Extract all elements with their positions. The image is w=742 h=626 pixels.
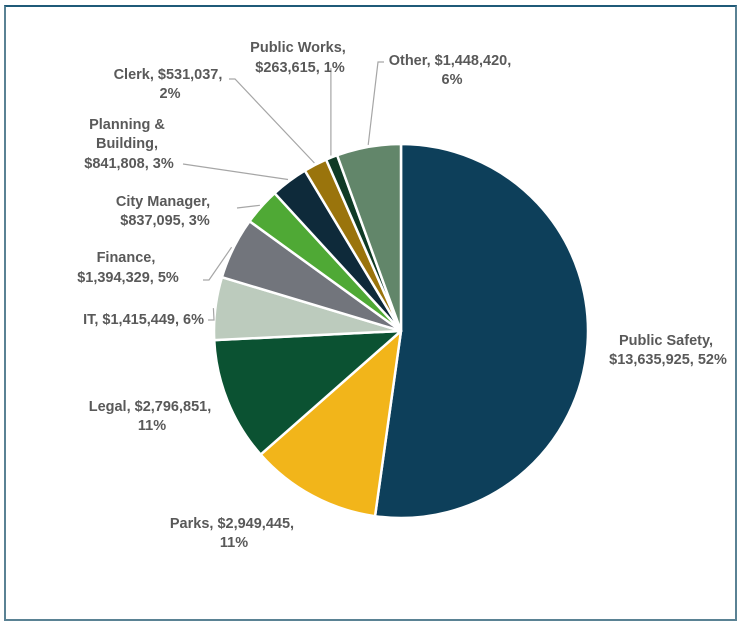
leader-line-other — [367, 61, 384, 145]
pie-slice-parks — [259, 329, 403, 518]
data-labels: Public Safety, $13,635,925, 52% Parks, $… — [77, 40, 727, 551]
pie-slice-other — [335, 142, 403, 333]
pie-slice-legal — [212, 329, 403, 456]
leader-line-city-manager — [236, 204, 260, 209]
leader-line-finance — [203, 246, 233, 281]
label-it: IT, $1,415,449, 6% — [83, 312, 204, 328]
leader-line-clerk — [229, 78, 315, 164]
pie-slices — [212, 142, 590, 520]
label-other: Other, $1,448,420, 6% — [389, 53, 516, 88]
pie-slice-public-safety — [373, 142, 590, 520]
label-planning-building: Planning & Building, $841,808, 3% — [84, 117, 174, 172]
label-public-safety: Public Safety, $13,635,925, 52% — [609, 333, 727, 368]
label-parks: Parks, $2,949,445, 11% — [170, 516, 298, 551]
leader-line-planning-building — [182, 163, 289, 181]
leader-lines — [182, 61, 384, 321]
label-public-works: Public Works, $263,615, 1% — [250, 40, 350, 76]
leader-line-it — [208, 308, 215, 321]
label-city-manager: City Manager, $837,095, 3% — [116, 194, 214, 229]
label-clerk: Clerk, $531,037, 2% — [114, 67, 227, 102]
label-legal: Legal, $2,796,851, 11% — [89, 399, 216, 434]
label-finance: Finance, $1,394,329, 5% — [77, 250, 179, 286]
